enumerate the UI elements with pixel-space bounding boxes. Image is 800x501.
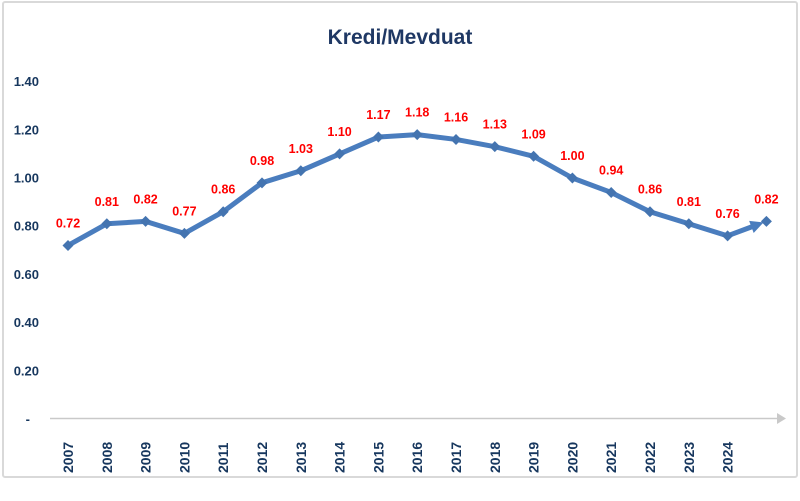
data-label: 0.82 [133,192,157,206]
x-axis-label: 2019 [526,442,542,473]
data-point-marker [372,131,384,143]
x-axis-label: 2020 [564,442,580,473]
data-label: 1.17 [366,108,390,122]
data-point-marker [295,165,307,177]
data-point-marker [450,133,462,145]
data-point-marker [256,177,268,189]
data-point-marker [644,206,656,218]
y-axis-tick-label: 0.20 [14,363,39,378]
x-axis-label: 2023 [681,442,697,473]
x-axis-arrowhead-icon [777,413,786,424]
data-point-marker [178,227,190,239]
data-label: 0.81 [677,195,701,209]
data-label: 0.94 [599,163,623,177]
data-point-marker [722,230,734,242]
data-point-marker [760,215,772,227]
x-axis-label: 2012 [254,442,270,473]
data-point-marker [411,129,423,141]
x-axis-label: 2016 [409,442,425,473]
x-axis-label: 2013 [293,442,309,473]
data-label: 1.13 [483,118,507,132]
data-label: 1.16 [444,110,468,124]
chart-frame [2,1,798,478]
data-label: 0.81 [95,195,119,209]
x-axis-label: 2017 [448,442,464,473]
x-axis-label: 2010 [176,442,192,473]
trend-arrowhead-icon [749,220,764,234]
y-axis-tick-label: 0.60 [14,267,39,282]
x-axis-label: 2024 [720,442,736,473]
data-point-marker [489,141,501,153]
chart-title: Kredi/Mevduat [327,26,473,49]
x-axis-label: 2015 [370,442,386,473]
x-axis-label: 2009 [138,442,154,473]
data-label: 0.98 [250,154,274,168]
data-point-marker [683,218,695,230]
series-line [65,132,731,248]
trend-arrow-shaft [725,223,756,239]
data-label: 0.77 [172,204,196,218]
data-label: 0.76 [715,207,739,221]
data-point-marker [605,186,617,198]
data-label: 1.09 [521,127,545,141]
y-axis-tick-label: 1.00 [14,171,39,186]
data-label: 0.86 [211,183,235,197]
x-axis-label: 2011 [215,442,231,473]
x-axis-label: 2021 [603,442,619,473]
y-axis-tick-label: - [26,412,30,427]
y-axis-tick-label: 0.80 [14,219,39,234]
data-point-marker [140,215,152,227]
y-axis-tick-label: 1.40 [14,74,39,89]
data-point-marker [62,239,74,251]
data-point-marker [566,172,578,184]
x-axis-label: 2007 [60,442,76,473]
data-point-marker [528,150,540,162]
y-axis-tick-label: 1.20 [14,122,39,137]
data-point-marker [334,148,346,160]
data-label: 0.82 [754,192,778,206]
data-point-marker [101,218,113,230]
data-label: 1.10 [327,125,351,139]
data-label: 0.72 [56,216,80,230]
data-label: 0.86 [638,183,662,197]
data-point-marker [217,206,229,218]
data-label: 1.03 [289,142,313,156]
x-axis-label: 2008 [99,442,115,473]
x-axis-label: 2014 [332,442,348,473]
x-axis-label: 2018 [487,442,503,473]
data-label: 1.18 [405,106,429,120]
x-axis-label: 2022 [642,442,658,473]
y-axis-tick-label: 0.40 [14,315,39,330]
data-label: 1.00 [560,149,584,163]
